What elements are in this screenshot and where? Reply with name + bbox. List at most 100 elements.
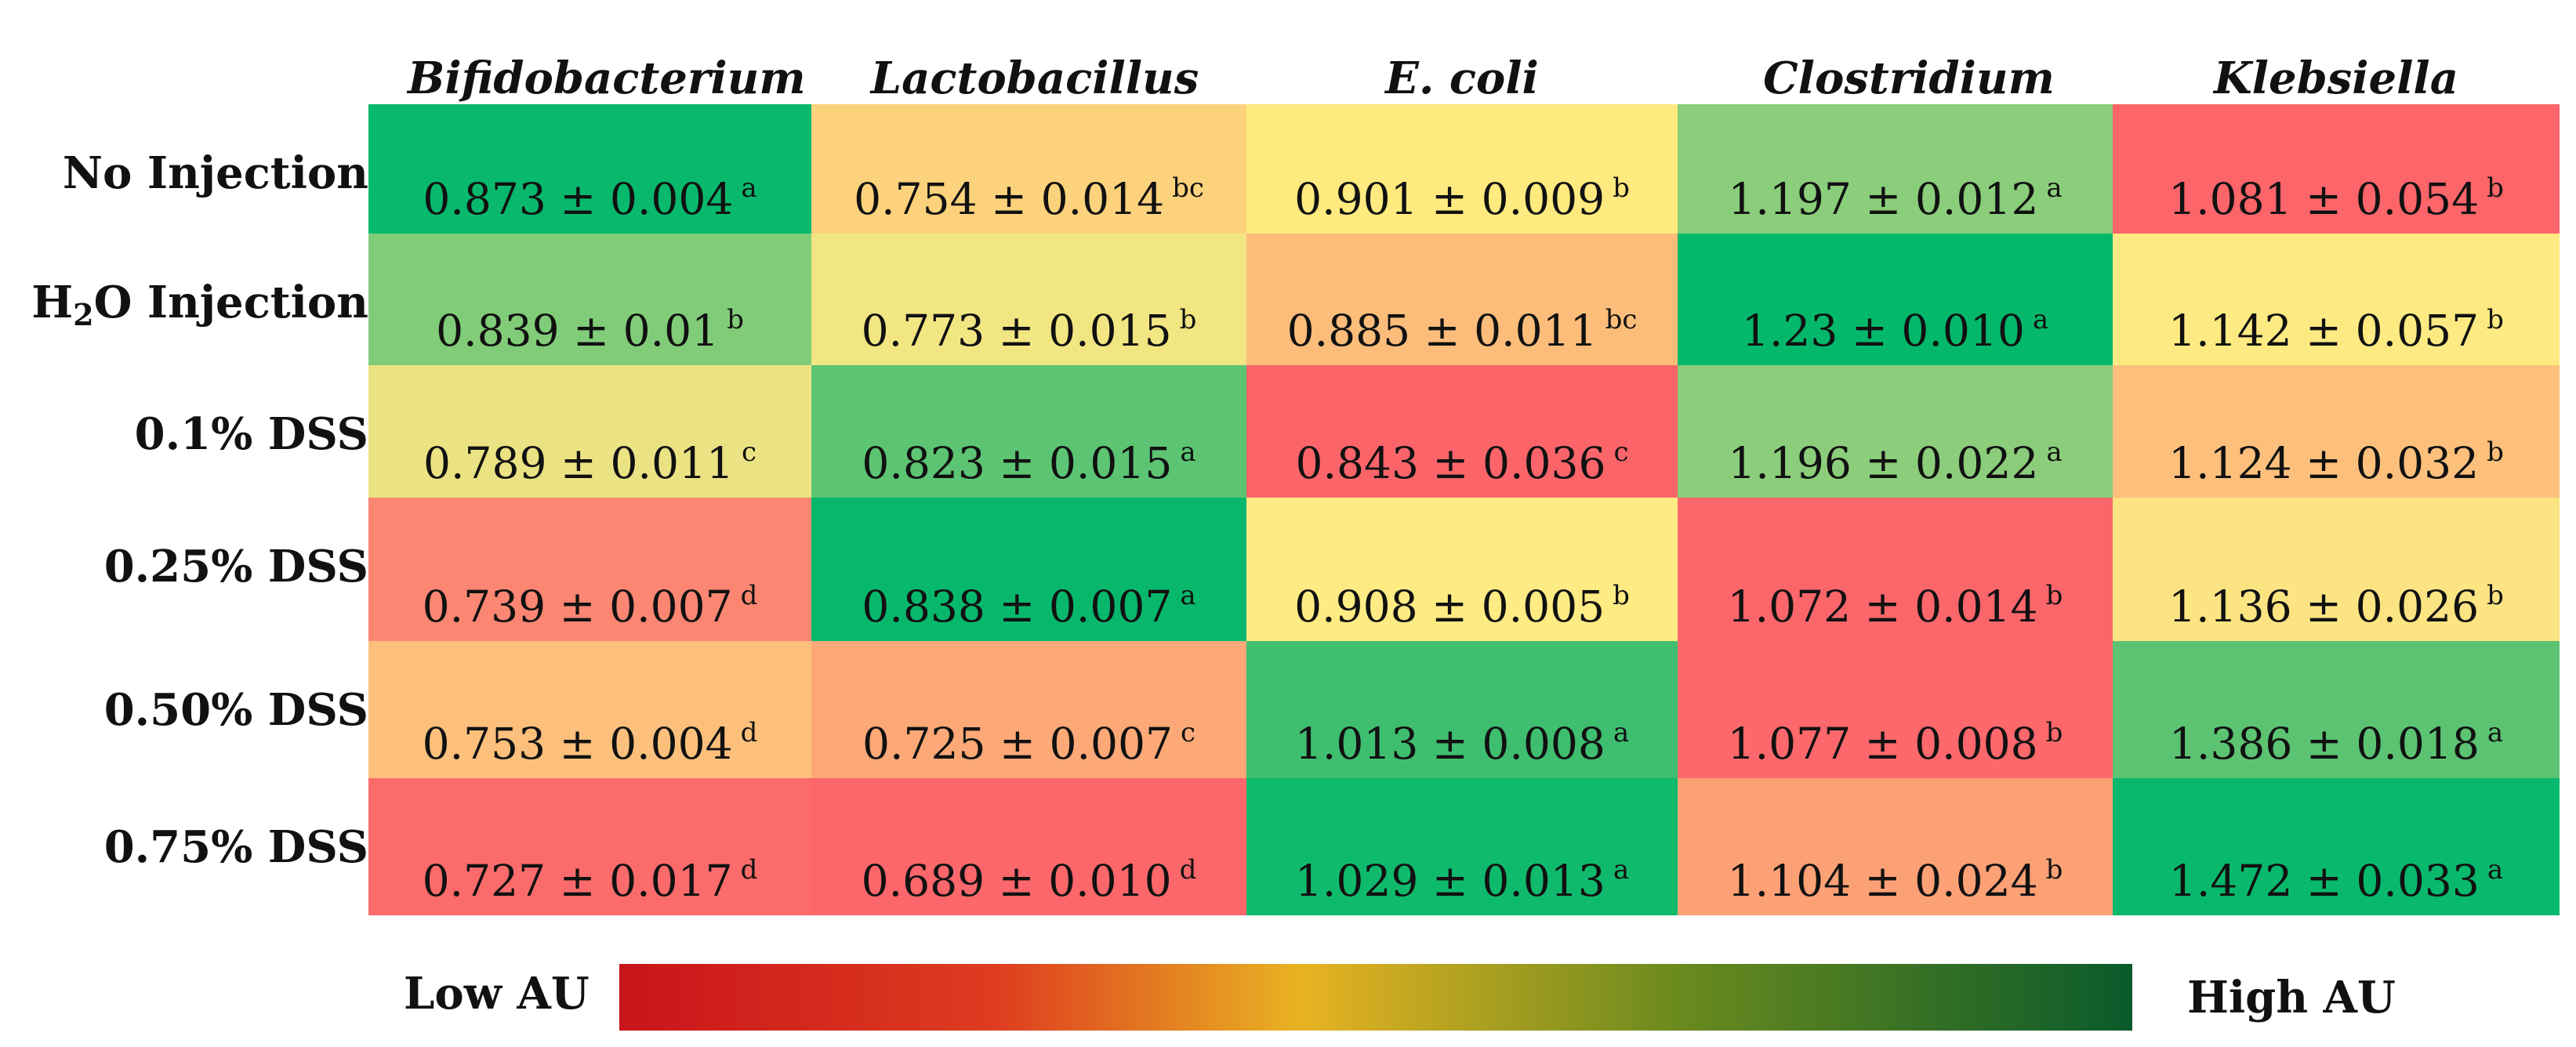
cell-value: 1.013 ± 0.008 a — [1246, 717, 1678, 769]
heatmap-cell: 0.843 ± 0.036 c — [1246, 365, 1678, 498]
heatmap-cell: 0.789 ± 0.011 c — [368, 365, 811, 498]
cell-value-text: 0.838 ± 0.007 — [862, 581, 1173, 632]
heatmap-cell: 1.081 ± 0.054 b — [2113, 104, 2560, 234]
row-label-text: H — [31, 277, 74, 328]
cell-value-text: 1.142 ± 0.057 — [2168, 306, 2480, 356]
cell-value-text: 0.839 ± 0.01 — [436, 306, 720, 356]
significance-letter: b — [2045, 717, 2063, 748]
row-label: 0.50% DSS — [0, 684, 368, 736]
heatmap-cell: 0.739 ± 0.007 d — [368, 498, 811, 641]
cell-value: 1.472 ± 0.033 a — [2113, 854, 2560, 906]
cell-value: 1.072 ± 0.014 b — [1678, 580, 2113, 632]
cell-value: 1.104 ± 0.024 b — [1678, 854, 2113, 906]
column-header: Klebsiella — [2214, 53, 2458, 104]
cell-value: 0.901 ± 0.009 b — [1246, 172, 1678, 224]
heatmap-cell: 0.753 ± 0.004 d — [368, 641, 811, 778]
column-header: E. coli — [1385, 53, 1539, 104]
significance-letter: b — [2487, 437, 2504, 468]
column-header: Lactobacillus — [870, 53, 1199, 104]
significance-letter: a — [741, 172, 757, 204]
cell-value-text: 0.901 ± 0.009 — [1294, 174, 1605, 224]
row-label-text: 0.1% DSS — [134, 408, 368, 460]
significance-letter: bc — [1605, 304, 1638, 335]
significance-letter: a — [1613, 717, 1630, 748]
legend-low-label: Low AU — [404, 968, 590, 1020]
cell-value: 0.823 ± 0.015 a — [811, 437, 1246, 488]
heatmap-cell: 0.823 ± 0.015 a — [811, 365, 1246, 498]
cell-value: 1.197 ± 0.012 a — [1678, 172, 2113, 224]
heatmap-cell: 0.754 ± 0.014 bc — [811, 104, 1246, 234]
significance-letter: a — [2032, 304, 2049, 335]
heatmap-cell: 1.23 ± 0.010 a — [1678, 234, 2113, 365]
heatmap-cell: 1.386 ± 0.018 a — [2113, 641, 2560, 778]
cell-value: 0.754 ± 0.014 bc — [811, 172, 1246, 224]
cell-value: 0.739 ± 0.007 d — [368, 580, 811, 632]
significance-letter: a — [1180, 580, 1196, 611]
row-label: 0.25% DSS — [0, 541, 368, 592]
cell-value-text: 0.725 ± 0.007 — [862, 719, 1173, 769]
heatmap-cell: 1.029 ± 0.013 a — [1246, 778, 1678, 915]
cell-value: 0.725 ± 0.007 c — [811, 717, 1246, 769]
significance-letter: b — [1179, 304, 1197, 335]
significance-letter: b — [727, 304, 744, 335]
cell-value: 0.773 ± 0.015 b — [811, 304, 1246, 356]
cell-value-text: 0.885 ± 0.011 — [1286, 306, 1598, 356]
cell-value-text: 1.081 ± 0.054 — [2168, 174, 2480, 224]
cell-value-text: 0.689 ± 0.010 — [861, 856, 1172, 906]
heatmap-cell: 0.727 ± 0.017 d — [368, 778, 811, 915]
cell-value: 0.839 ± 0.01 b — [368, 304, 811, 356]
heatmap-cell: 1.072 ± 0.014 b — [1678, 498, 2113, 641]
cell-value-text: 1.23 ± 0.010 — [1741, 306, 2025, 356]
row-label: No Injection — [0, 147, 368, 199]
cell-value: 1.23 ± 0.010 a — [1678, 304, 2113, 356]
heatmap-cell: 1.077 ± 0.008 b — [1678, 641, 2113, 778]
heatmap-cell: 1.104 ± 0.024 b — [1678, 778, 2113, 915]
significance-letter: d — [740, 580, 758, 611]
cell-value: 1.196 ± 0.022 a — [1678, 437, 2113, 488]
cell-value-text: 0.773 ± 0.015 — [861, 306, 1172, 356]
heatmap-cell: 0.908 ± 0.005 b — [1246, 498, 1678, 641]
heatmap-cell: 0.689 ± 0.010 d — [811, 778, 1246, 915]
significance-letter: d — [740, 854, 758, 886]
cell-value-text: 1.072 ± 0.014 — [1727, 581, 2038, 632]
cell-value: 0.908 ± 0.005 b — [1246, 580, 1678, 632]
row-label-subscript: 2 — [73, 297, 94, 332]
significance-letter: bc — [1172, 172, 1204, 204]
significance-letter: b — [2487, 304, 2504, 335]
cell-value: 1.081 ± 0.054 b — [2113, 172, 2560, 224]
cell-value-text: 1.029 ± 0.013 — [1294, 856, 1605, 906]
cell-value-text: 1.104 ± 0.024 — [1727, 856, 2038, 906]
heatmap-cell: 0.773 ± 0.015 b — [811, 234, 1246, 365]
significance-letter: a — [2046, 437, 2063, 468]
heatmap-cell: 1.136 ± 0.026 b — [2113, 498, 2560, 641]
significance-letter: c — [1180, 717, 1195, 748]
cell-value-text: 1.077 ± 0.008 — [1727, 719, 2038, 769]
row-label-text-post: O Injection — [93, 277, 368, 328]
row-label-text: 0.75% DSS — [103, 821, 368, 873]
cell-value: 0.843 ± 0.036 c — [1246, 437, 1678, 488]
heatmap-cell: 1.196 ± 0.022 a — [1678, 365, 2113, 498]
cell-value-text: 0.908 ± 0.005 — [1294, 581, 1605, 632]
cell-value-text: 1.136 ± 0.026 — [2168, 581, 2480, 632]
cell-value: 1.029 ± 0.013 a — [1246, 854, 1678, 906]
cell-value: 1.124 ± 0.032 b — [2113, 437, 2560, 488]
column-header: Bifidobacterium — [408, 53, 806, 104]
heatmap-cell: 0.873 ± 0.004 a — [368, 104, 811, 234]
cell-value: 1.142 ± 0.057 b — [2113, 304, 2560, 356]
heatmap-cell: 1.472 ± 0.033 a — [2113, 778, 2560, 915]
cell-value-text: 0.873 ± 0.004 — [423, 174, 734, 224]
cell-value-text: 1.013 ± 0.008 — [1294, 719, 1605, 769]
significance-letter: a — [2487, 854, 2504, 886]
cell-value-text: 0.789 ± 0.011 — [423, 438, 734, 488]
significance-letter: b — [2045, 854, 2063, 886]
row-label-text: No Injection — [62, 147, 368, 199]
significance-letter: d — [1179, 854, 1197, 886]
cell-value: 0.885 ± 0.011 bc — [1246, 304, 1678, 356]
significance-letter: d — [740, 717, 758, 748]
cell-value-text: 0.727 ± 0.017 — [422, 856, 733, 906]
significance-letter: b — [1613, 172, 1630, 204]
heatmap-cell: 1.197 ± 0.012 a — [1678, 104, 2113, 234]
row-label: 0.1% DSS — [0, 408, 368, 460]
cell-value-text: 1.124 ± 0.032 — [2168, 438, 2480, 488]
cell-value: 0.727 ± 0.017 d — [368, 854, 811, 906]
